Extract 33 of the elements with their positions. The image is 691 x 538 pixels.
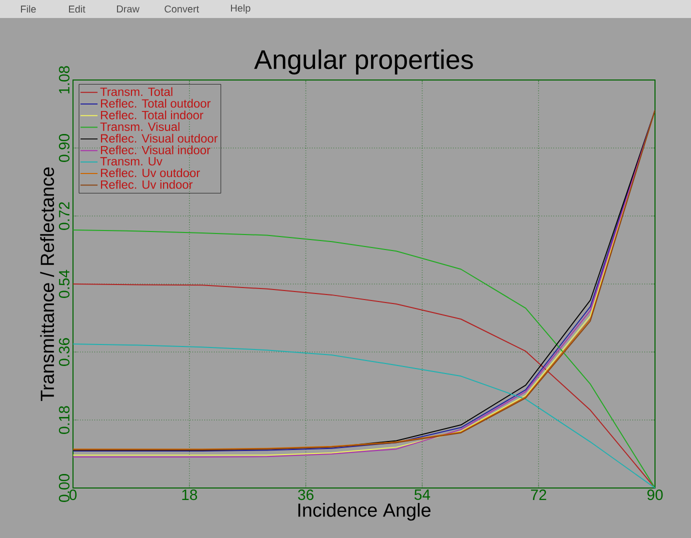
x-tick-label: 18 <box>182 490 198 500</box>
legend-label: Reflec. Total outdoor <box>101 98 211 108</box>
legend-label: Reflec. Uv indoor <box>101 180 193 189</box>
x-tick-label: 90 <box>647 490 663 500</box>
y-tick-label: 0.72 <box>58 202 70 230</box>
text: Help <box>231 4 250 14</box>
x-axis-title: Incidence Angle <box>298 502 430 521</box>
text: Draw <box>117 6 140 12</box>
x-tick-label: 72 <box>531 490 546 500</box>
legend-label: Reflec. Total indoor <box>101 110 204 120</box>
text: Edit <box>69 5 86 13</box>
y-tick-label: 0.90 <box>58 134 70 162</box>
legend-label: Reflec. Visual outdoor <box>101 134 218 143</box>
legend-label: Transm. Uv <box>100 157 162 166</box>
legend-label: Transm. Visual <box>100 122 180 131</box>
chart-title: Angular properties <box>254 49 473 74</box>
line-series <box>73 229 655 488</box>
text: Convert <box>164 5 200 13</box>
legend-label: Reflec. Visual indoor <box>101 146 210 154</box>
text: File <box>21 5 36 13</box>
y-axis-title: Transmittance / Reflectance <box>40 167 54 402</box>
x-tick-label: 0 <box>69 490 77 500</box>
line-series <box>73 344 655 488</box>
y-tick-label: 0.54 <box>58 270 70 298</box>
x-tick-label: 36 <box>298 490 314 500</box>
y-tick-label: 0.18 <box>58 406 70 434</box>
legend-label: Transm. Total <box>100 87 172 96</box>
legend-label: Reflec. Uv outdoor <box>101 168 200 178</box>
y-tick-label: 1.08 <box>58 66 70 94</box>
y-tick-label: 0.36 <box>58 338 70 366</box>
x-tick-label: 54 <box>414 490 430 500</box>
line-series <box>73 283 655 488</box>
y-tick-label: 0.00 <box>58 474 70 502</box>
